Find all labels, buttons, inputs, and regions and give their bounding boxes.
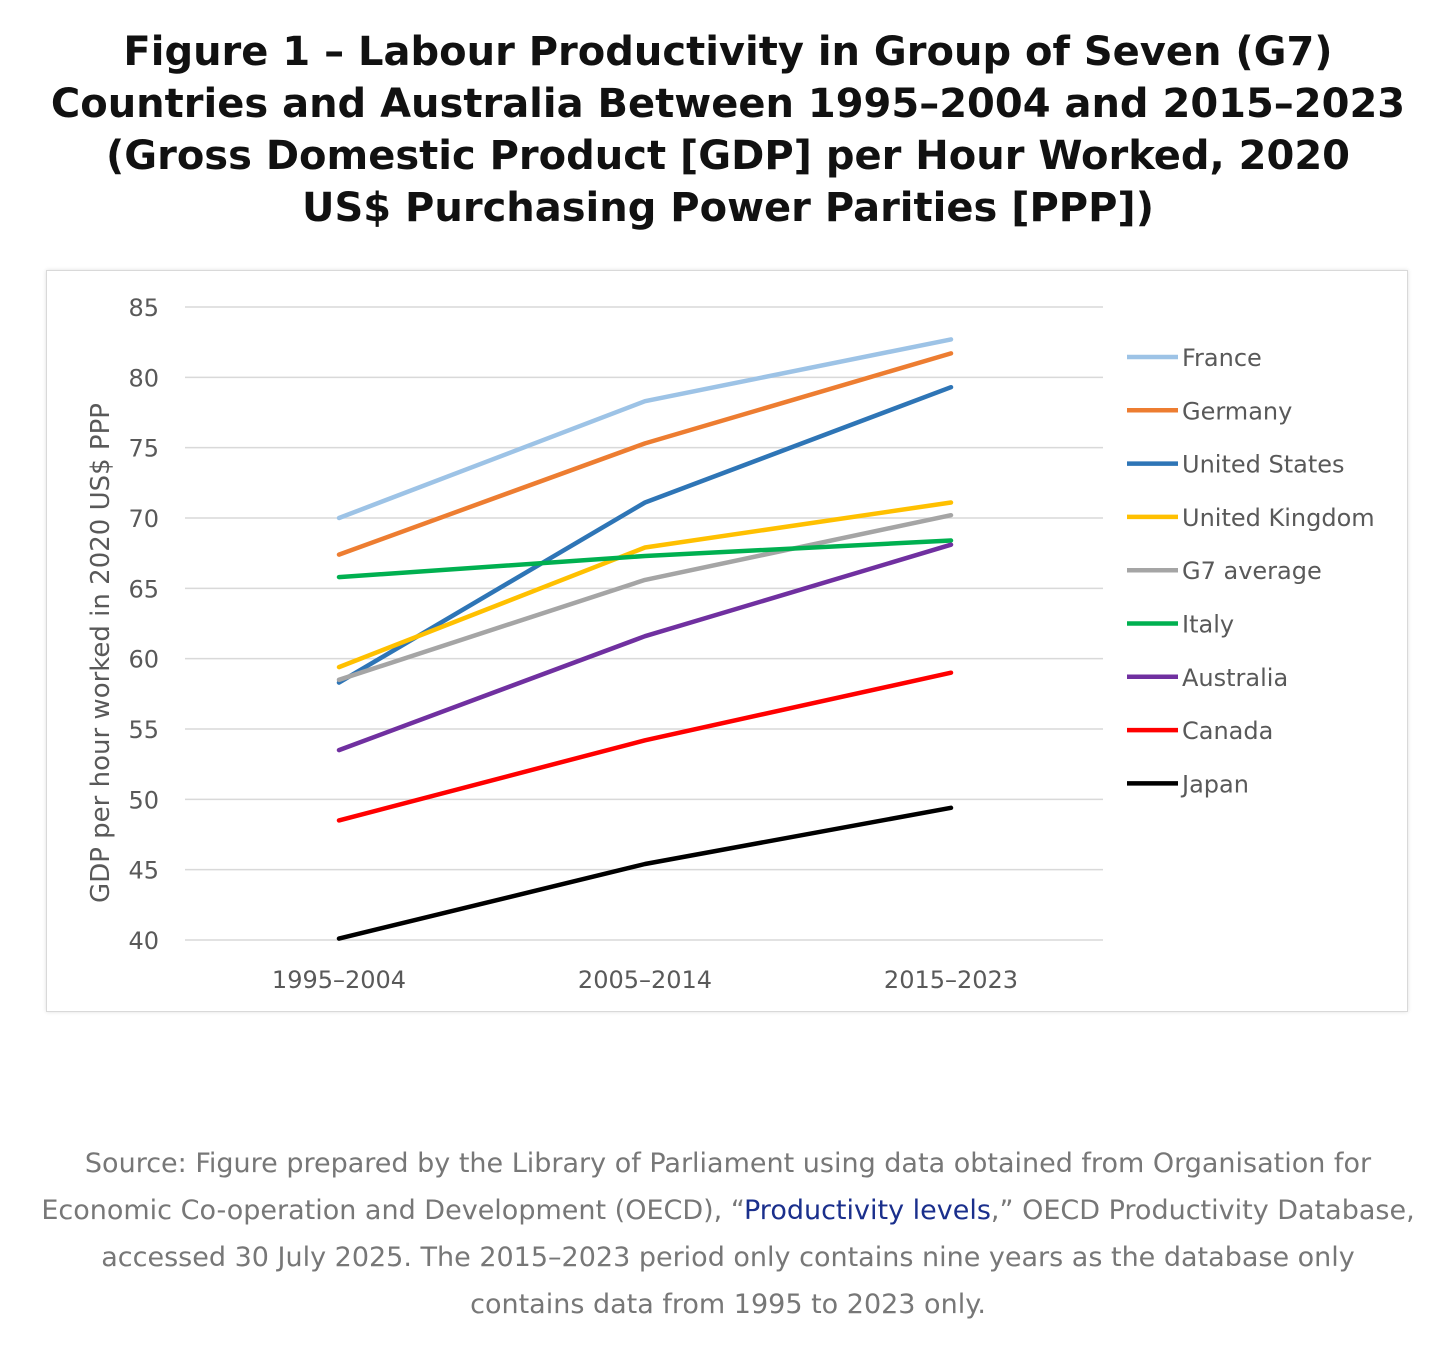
series-line-japan — [336, 805, 954, 941]
y-tick-label: 45 — [128, 857, 159, 885]
y-axis-ticks: 40 45 50 55 60 65 70 75 80 85 — [128, 294, 159, 955]
series-line-united-kingdom — [336, 500, 954, 670]
source-text-suffix: ,” OECD Productivity Database, accessed … — [101, 1195, 1415, 1320]
series-line-g7-average — [336, 512, 954, 683]
legend-label-australia: Australia — [1182, 664, 1288, 692]
legend-label-france: France — [1182, 344, 1262, 372]
series-line-australia — [336, 542, 954, 753]
chart-frame: 40 45 50 55 60 65 70 75 80 85 1995–2004 2005–2014 2… — [46, 270, 1408, 1012]
y-tick-label: 65 — [128, 575, 159, 603]
figure-title-line: US$ Purchasing Power Parities [PPP]) — [302, 185, 1154, 231]
figure-title-line: Countries and Australia Between 1995–200… — [50, 81, 1406, 127]
series-line-italy — [336, 538, 954, 580]
y-tick-label: 85 — [128, 294, 159, 322]
source-note: Source: Figure prepared by the Library o… — [40, 1140, 1416, 1328]
legend-label-united-states: United States — [1182, 451, 1345, 479]
y-tick-label: 55 — [128, 716, 159, 744]
y-tick-label: 80 — [128, 364, 159, 392]
legend-label-g7-average: G7 average — [1182, 557, 1322, 585]
legend-label-japan: Japan — [1180, 770, 1249, 798]
line-chart: 40 45 50 55 60 65 70 75 80 85 1995–2004 2005–2014 2… — [86, 294, 1375, 994]
figure-title-line: Figure 1 – Labour Productivity in Group … — [123, 29, 1333, 75]
legend-label-canada: Canada — [1182, 717, 1273, 745]
series-line-canada — [336, 670, 954, 823]
y-tick-label: 75 — [128, 435, 159, 463]
legend-label-germany: Germany — [1182, 397, 1292, 425]
legend-label-italy: Italy — [1182, 611, 1234, 639]
y-tick-label: 60 — [128, 646, 159, 674]
x-axis-ticks: 1995–2004 2005–2014 2015–2023 — [272, 966, 1018, 994]
x-tick-label: 1995–2004 — [272, 966, 406, 994]
series-line-germany — [336, 351, 954, 557]
y-tick-label: 50 — [128, 786, 159, 814]
figure-title: Figure 1 – Labour Productivity in Group … — [0, 26, 1456, 234]
x-tick-label: 2015–2023 — [884, 966, 1018, 994]
productivity-levels-link[interactable]: Productivity levels — [744, 1195, 991, 1226]
series-line-france — [336, 337, 954, 521]
legend-label-united-kingdom: United Kingdom — [1182, 504, 1375, 532]
y-tick-label: 70 — [128, 505, 159, 533]
legend: France Germany United States United Kingdom… — [1127, 344, 1375, 798]
series-line-united-states — [336, 384, 954, 685]
x-tick-label: 2005–2014 — [578, 966, 712, 994]
source-text-prefix: Source: Figure prepared by the Library o… — [41, 1148, 1372, 1226]
y-tick-label: 40 — [128, 927, 159, 955]
figure-title-line: (Gross Domestic Product [GDP] per Hour W… — [105, 133, 1350, 179]
y-axis-label: GDP per hour worked in 2020 US$ PPP — [86, 403, 116, 903]
series-lines — [336, 337, 954, 941]
